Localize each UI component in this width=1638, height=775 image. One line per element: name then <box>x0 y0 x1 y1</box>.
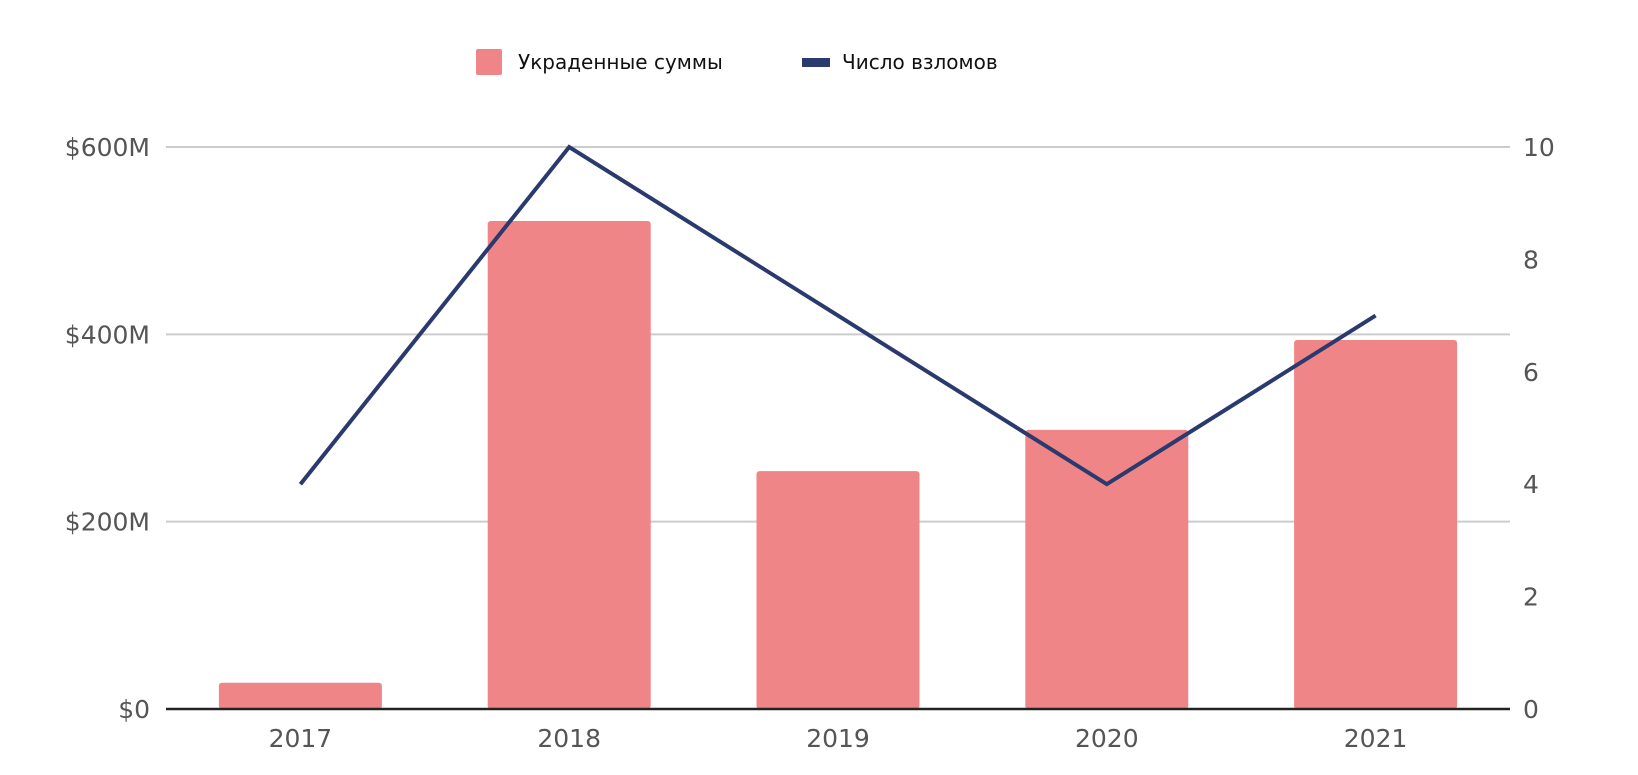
y-right-tick-label: 2 <box>1523 583 1539 612</box>
x-tick-label: 2019 <box>806 724 870 753</box>
legend-label-line: Число взломов <box>842 50 998 74</box>
y-right-tick-label: 0 <box>1523 695 1539 724</box>
bar-2021 <box>1294 339 1458 709</box>
bar-series <box>218 220 1458 709</box>
y-right-tick-label: 4 <box>1523 470 1539 499</box>
x-tick-label: 2020 <box>1075 724 1139 753</box>
x-axis-labels: 2017 2018 2019 2020 2021 <box>269 724 1408 753</box>
y-right-tick-label: 10 <box>1523 133 1555 162</box>
bar-2017 <box>218 682 382 709</box>
y-left-tick-label: $600M <box>65 133 150 162</box>
legend-swatch-bar <box>476 49 502 75</box>
legend-label-bar: Украденные суммы <box>518 50 723 74</box>
bar-2020 <box>1025 429 1189 709</box>
x-tick-label: 2017 <box>269 724 333 753</box>
y-left-tick-label: $200M <box>65 508 150 537</box>
line-series <box>298 144 1377 487</box>
y-axis-left: $0 $200M $400M $600M <box>65 133 150 724</box>
bar-2018 <box>487 220 651 709</box>
y-left-tick-label: $0 <box>118 695 150 724</box>
bar-2019 <box>756 471 920 709</box>
legend: Украденные суммы Число взломов <box>476 49 998 75</box>
x-tick-label: 2021 <box>1344 724 1408 753</box>
y-right-tick-label: 8 <box>1523 245 1539 274</box>
x-tick-label: 2018 <box>537 724 601 753</box>
y-axis-right: 0 2 4 6 8 10 <box>1523 133 1555 724</box>
y-left-tick-label: $400M <box>65 320 150 349</box>
legend-swatch-line <box>802 58 830 67</box>
y-right-tick-label: 6 <box>1523 358 1539 387</box>
